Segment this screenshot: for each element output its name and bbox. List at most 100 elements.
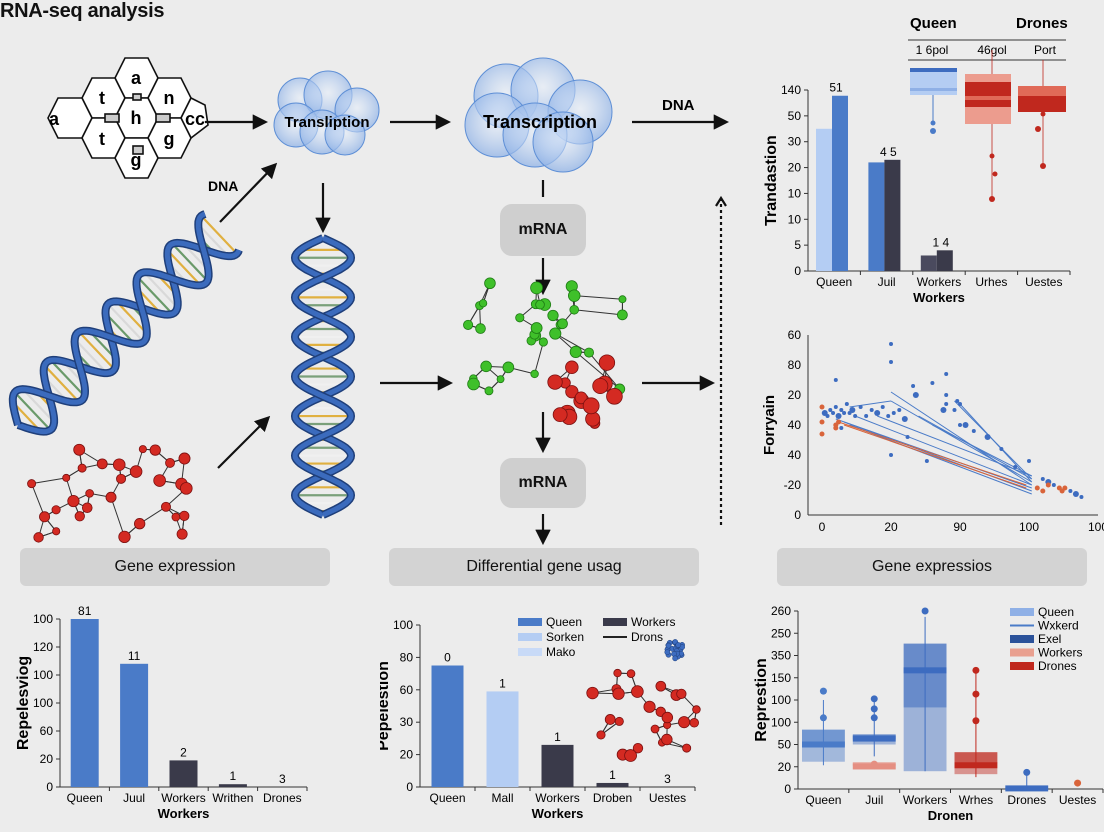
outlier: [819, 687, 827, 695]
y-axis-label: Represtion: [753, 658, 770, 742]
data-point: [984, 434, 991, 440]
data-point: [1040, 477, 1045, 481]
helix-strand: [17, 240, 242, 435]
data-point: [1062, 485, 1068, 491]
outlier: [870, 705, 878, 713]
box-port: [1018, 60, 1066, 169]
atom: [530, 369, 539, 379]
bar: [832, 95, 848, 271]
trend-line: [843, 424, 1027, 489]
atom: [138, 445, 147, 454]
data-point: [958, 402, 962, 406]
legend-label: Queen: [1038, 605, 1074, 619]
x-tick-label: Drones: [263, 791, 302, 805]
legend-label: Mako: [546, 645, 576, 659]
base-pair-rung: [166, 249, 202, 287]
legend-swatch: [518, 648, 542, 656]
data-point: [901, 416, 908, 422]
atom: [179, 510, 190, 522]
box-col-label: Port: [1034, 43, 1057, 57]
data-point: [1027, 459, 1031, 463]
data-label: 1: [554, 730, 561, 744]
x-tick-label: Queen: [805, 793, 841, 807]
base-pair-rung: [107, 303, 145, 343]
data-point: [831, 411, 836, 415]
x-tick-label: Uestes: [1025, 275, 1062, 289]
median: [1005, 785, 1049, 792]
atom: [51, 505, 61, 515]
data-label: 4 5: [880, 145, 897, 159]
cloud-transliption: [273, 70, 380, 156]
data-point: [833, 405, 838, 409]
atom: [574, 391, 588, 405]
base-pair-rung: [104, 312, 136, 345]
y-tick-label: 60: [400, 683, 414, 697]
y-tick-label: -20: [784, 478, 802, 492]
data-point: [955, 399, 960, 403]
atom: [77, 463, 87, 473]
data-point: [924, 459, 929, 463]
dna-label-top: DNA: [662, 97, 695, 114]
y-tick-label: 20: [788, 388, 802, 402]
data-point: [864, 414, 869, 418]
atom: [27, 479, 37, 489]
helix-strand: [292, 235, 354, 518]
helix-strand: [292, 235, 354, 518]
data-label: 0: [444, 651, 451, 665]
atom: [565, 385, 579, 399]
data-label: 2: [180, 745, 187, 759]
atom: [692, 705, 701, 714]
atom: [586, 686, 599, 700]
data-point: [819, 419, 825, 425]
x-axis-label: Dronen: [928, 808, 974, 823]
data-point: [889, 342, 893, 346]
hex-cell: [180, 96, 209, 140]
legend-label: Exel: [1038, 632, 1061, 646]
data-point: [962, 422, 969, 428]
y-tick-label: 80: [788, 358, 802, 372]
atom: [650, 724, 660, 734]
atom: [52, 527, 61, 536]
outlier: [870, 695, 878, 703]
atom: [538, 337, 548, 347]
x-tick-label: Urhes: [975, 275, 1007, 289]
data-label: 1: [499, 676, 506, 690]
atom: [484, 277, 496, 290]
atom: [467, 377, 480, 391]
atom: [129, 465, 143, 478]
cloud2-label: Transcription: [483, 112, 597, 132]
y-axis-label: Repelesviog: [15, 656, 32, 750]
bar: [596, 782, 629, 787]
atom: [153, 474, 166, 487]
y-tick-label: 40: [788, 448, 802, 462]
nucleotide-hexagon-diagram: a t n a h cc t g g: [47, 57, 209, 179]
x-tick-label: Queen: [67, 791, 103, 805]
data-point: [971, 429, 976, 433]
x-tick-label: Juil: [865, 793, 883, 807]
bond: [31, 477, 67, 485]
atom: [665, 642, 672, 649]
legend-label: Workers: [631, 615, 675, 629]
outlier: [819, 714, 827, 722]
base-pair-rung: [49, 359, 86, 397]
data-point: [886, 414, 891, 418]
hex-letter: a: [131, 68, 142, 88]
box-header-right: Drones: [1016, 15, 1068, 32]
data-point: [905, 435, 910, 439]
y-tick-label: 30: [400, 715, 414, 729]
atom: [582, 397, 600, 415]
legend-swatch: [518, 633, 542, 641]
x-tick-label: 0: [819, 520, 826, 534]
atom: [81, 502, 93, 514]
x-tick-label: Workers: [535, 791, 579, 805]
data-label: 1 4: [932, 235, 949, 249]
atom: [33, 532, 44, 543]
hex-letter: t: [99, 88, 105, 108]
atom: [584, 347, 595, 358]
atom: [552, 407, 568, 423]
atom: [568, 289, 581, 302]
data-point: [835, 413, 842, 419]
bar: [816, 128, 832, 271]
data-point: [1040, 488, 1046, 494]
atom: [149, 444, 161, 456]
